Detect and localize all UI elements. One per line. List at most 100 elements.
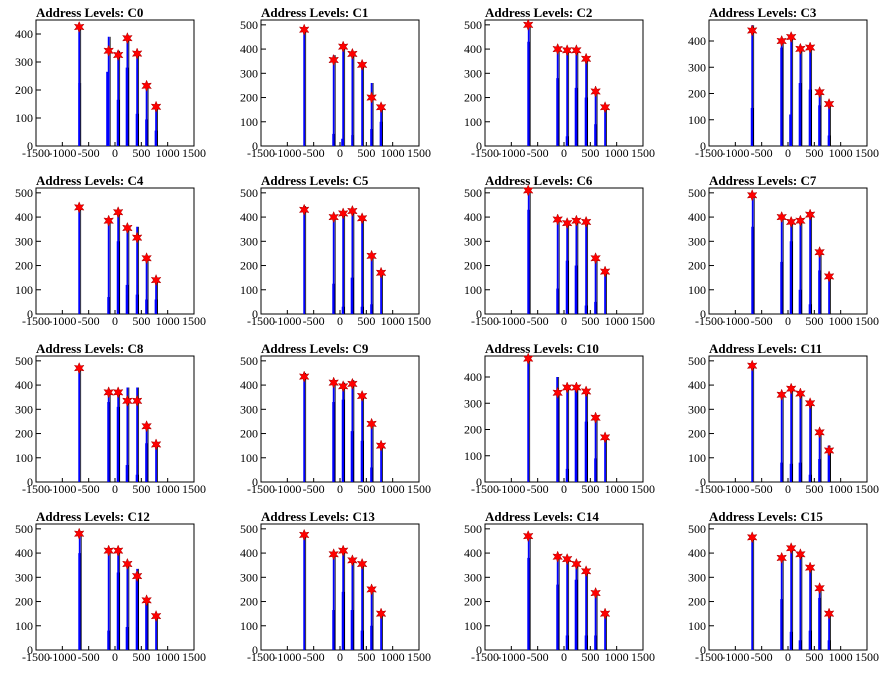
- y-tick-label: 100: [464, 449, 482, 463]
- peak-marker: [103, 214, 115, 227]
- peak-marker: [814, 246, 825, 259]
- peak-marker: [337, 40, 349, 53]
- peak-marker: [328, 210, 340, 224]
- peak-marker: [150, 100, 162, 113]
- y-tick-label: 200: [464, 423, 482, 437]
- chart-svg: Address Levels: C3 0 100 200 300 400 -1500-100…: [688, 5, 879, 160]
- x-tick-label: -1500: [247, 146, 275, 160]
- peak-marker: [561, 552, 573, 566]
- y-tick-label: 300: [240, 402, 258, 416]
- y-tick-label: 100: [240, 283, 258, 297]
- plot-frame: [260, 187, 420, 315]
- peak-marker: [328, 548, 340, 561]
- x-tick-label: -500: [527, 146, 549, 160]
- chart-title: Address Levels: C14: [485, 509, 599, 524]
- chart-svg: Address Levels: C50100200300400500-1500-…: [240, 173, 431, 328]
- peak-marker: [73, 201, 85, 214]
- x-tick-label: -1500: [695, 650, 723, 664]
- peak-marker: [347, 204, 358, 218]
- chart-svg: Address Levels: C14 0 100 200 300 400 500 -1500…: [464, 509, 655, 664]
- y-tick-label: 200: [240, 427, 258, 441]
- y-tick-label: 100: [15, 619, 33, 633]
- chart-panel-c3: Address Levels: C3 0 100 200 300 400 -1500 -100…: [675, 2, 896, 175]
- y-tick-label: 0: [700, 475, 706, 489]
- x-tick-label: -1500: [695, 482, 723, 496]
- chart-panel-c0: Address Levels: C0 0 100 200 300 400 -1500 -100…: [2, 2, 226, 175]
- x-tick-label: -1500: [247, 314, 275, 328]
- chart-panel-c7: Address Levels: C7 0 100 200 300 400 500 -1500-…: [675, 170, 896, 343]
- x-tick-label: 0: [112, 314, 118, 328]
- x-tick-label: 1500: [855, 146, 879, 160]
- peak-marker: [599, 101, 611, 114]
- peak-marker: [580, 52, 592, 65]
- peak-marker: [814, 582, 825, 595]
- peak-marker: [522, 352, 534, 365]
- x-tick-label: 1000: [829, 482, 853, 496]
- chart-title: Address Levels: C9: [261, 341, 369, 356]
- y-tick-label: 200: [688, 427, 706, 441]
- x-tick-label: -1000: [48, 314, 76, 328]
- y-tick-label: 0: [476, 307, 482, 321]
- x-tick-label: 500: [805, 314, 823, 328]
- x-tick-label: -500: [751, 314, 773, 328]
- peak-marker: [814, 426, 825, 439]
- peak-marker: [522, 18, 534, 32]
- y-tick-label: 300: [464, 396, 482, 410]
- peak-marker: [141, 79, 152, 92]
- x-tick-label: 1000: [829, 146, 853, 160]
- chart-title: Address Levels: C4: [36, 173, 144, 188]
- y-tick-label: 0: [27, 643, 33, 657]
- x-tick-label: -1500: [247, 650, 275, 664]
- x-tick-label: 1000: [156, 650, 180, 664]
- x-tick-label: -1500: [22, 146, 50, 160]
- peak-marker: [571, 44, 582, 57]
- peak-marker: [746, 531, 758, 544]
- y-tick-label: 100: [15, 283, 33, 297]
- y-tick-label: 500: [464, 18, 482, 32]
- y-tick-label: 0: [27, 307, 33, 321]
- y-tick-label: 500: [15, 522, 33, 536]
- peak-marker: [122, 32, 133, 45]
- y-tick-label: 400: [240, 378, 258, 392]
- peak-marker: [122, 221, 133, 235]
- peak-marker: [112, 386, 124, 399]
- x-tick-label: 0: [112, 146, 118, 160]
- x-tick-label: -1000: [273, 482, 301, 496]
- peak-marker: [298, 203, 310, 216]
- x-tick-label: 0: [785, 146, 791, 160]
- peak-marker: [112, 48, 124, 62]
- y-tick-label: 0: [700, 139, 706, 153]
- peak-marker: [552, 213, 564, 226]
- chart-title: Address Levels: C2: [485, 5, 592, 20]
- y-tick-label: 300: [15, 234, 33, 248]
- x-tick-label: -1500: [695, 146, 723, 160]
- plot-frame: [35, 355, 195, 483]
- peak-marker: [795, 214, 806, 227]
- y-tick-label: 200: [15, 595, 33, 609]
- x-tick-label: -500: [527, 482, 549, 496]
- x-tick-label: 500: [581, 146, 599, 160]
- x-tick-label: 1000: [156, 482, 180, 496]
- peak-marker: [776, 34, 788, 48]
- y-tick-label: 300: [688, 60, 706, 74]
- peak-marker: [785, 382, 797, 395]
- y-tick-label: 200: [15, 427, 33, 441]
- x-tick-label: 0: [112, 482, 118, 496]
- x-tick-label: -1500: [471, 146, 499, 160]
- x-tick-label: 1000: [605, 146, 629, 160]
- chart-panel-c6: Address Levels: C6 0 100 200 300 400 500 -1500-…: [451, 170, 675, 343]
- peak-marker: [366, 583, 377, 596]
- x-tick-label: 500: [581, 650, 599, 664]
- y-tick-label: 400: [688, 378, 706, 392]
- plot-frame: [708, 187, 868, 315]
- y-tick-label: 300: [688, 402, 706, 416]
- chart-title: Address Levels: C7: [709, 173, 817, 188]
- peak-marker: [131, 47, 143, 60]
- x-tick-label: 1000: [829, 650, 853, 664]
- plot-frame: [484, 523, 644, 651]
- plot-frame: [708, 523, 868, 651]
- chart-svg: Address Levels: C0 0 100 200 300 400 -1500-100…: [15, 5, 206, 160]
- y-tick-label: 500: [688, 522, 706, 536]
- chart-title: Address Levels: C10: [485, 341, 599, 356]
